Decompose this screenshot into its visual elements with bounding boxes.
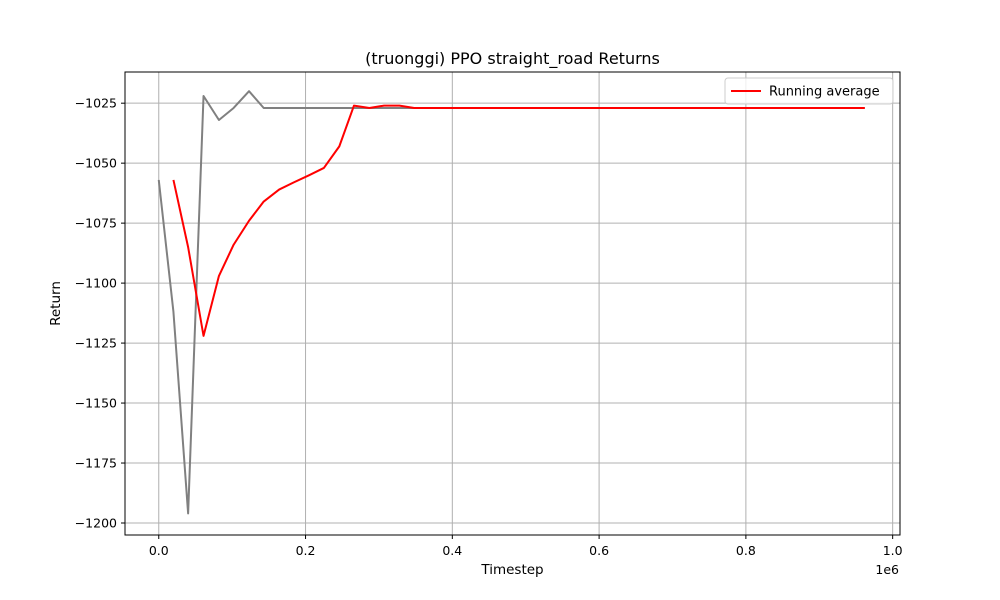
x-tick-label: 0.6 (589, 543, 609, 558)
y-tick-label: −1150 (75, 396, 117, 411)
legend-box (724, 77, 894, 105)
y-tick-label: −1025 (75, 96, 117, 111)
legend-label-running-average: Running average (769, 85, 880, 100)
running-average-line (172, 104, 865, 337)
plot-frame (124, 71, 901, 536)
y-axis: −1200 −1175 −1150 −1125 −1100 −1075 −1050 −1025 (75, 96, 125, 531)
y-tick-label: −1100 (75, 276, 117, 291)
chart-title: (truonggi) PPO straight_road Returns (365, 49, 660, 69)
x-tick-label: 0.0 (149, 543, 169, 558)
x-tick-label: 0.4 (442, 543, 462, 558)
grid (125, 72, 900, 535)
y-tick-label: −1050 (75, 156, 117, 171)
x-axis: 0.0 0.2 0.4 0.6 0.8 1.0 (149, 535, 903, 558)
x-tick-label: 0.8 (736, 543, 756, 558)
x-axis-label: Timestep (480, 562, 543, 578)
legend: Running average (724, 77, 894, 105)
y-tick-label: −1175 (75, 456, 117, 471)
x-tick-label: 1.0 (883, 543, 903, 558)
x-tick-label: 0.2 (296, 543, 316, 558)
series-lines (157, 90, 865, 515)
x-axis-offset-label: 1e6 (875, 562, 899, 577)
y-tick-label: −1200 (75, 516, 117, 531)
y-tick-label: −1075 (75, 216, 117, 231)
y-tick-label: −1125 (75, 336, 117, 351)
y-axis-label: Return (48, 281, 64, 326)
